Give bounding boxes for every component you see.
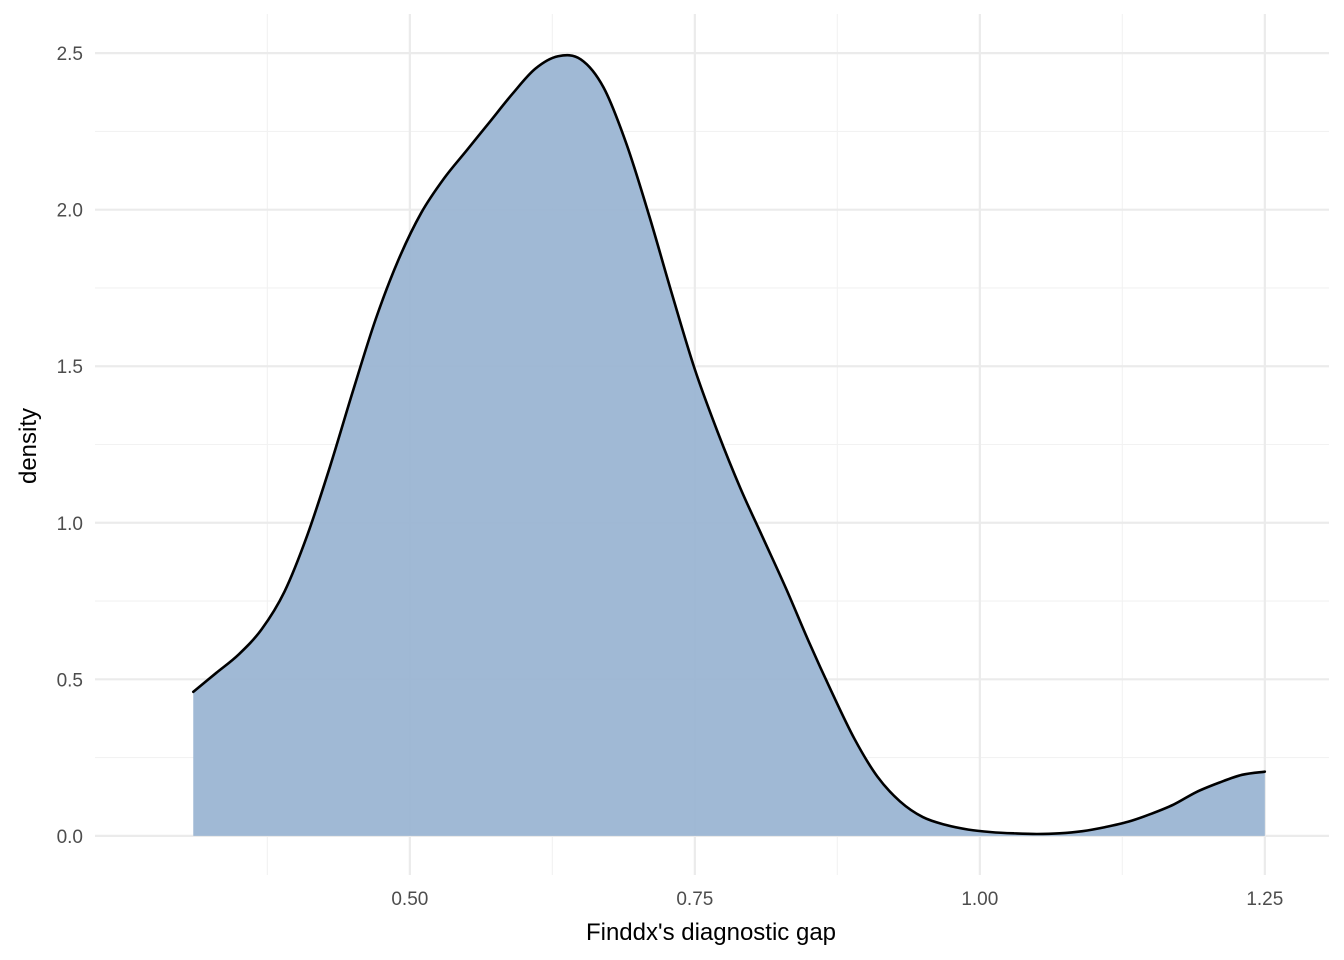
x-tick-label: 0.75: [676, 889, 713, 910]
x-tick-label: 1.00: [961, 889, 998, 910]
y-tick-label: 1.5: [57, 357, 83, 378]
x-tick-label: 1.25: [1246, 889, 1283, 910]
y-tick-label: 0.0: [57, 827, 83, 848]
y-tick-label: 0.5: [57, 670, 83, 691]
density-curve-line: [191, 53, 1267, 836]
x-axis-tick-labels: 0.50 0.75 1.00 1.25: [391, 889, 1283, 910]
x-tick-label: 0.50: [391, 889, 428, 910]
y-tick-label: 2.5: [57, 44, 83, 65]
x-axis-title: Finddx's diagnostic gap: [586, 919, 836, 946]
y-axis-title: density: [15, 408, 42, 484]
y-axis-tick-labels: 0.0 0.5 1.0 1.5 2.0 2.5: [57, 44, 83, 848]
y-tick-label: 2.0: [57, 201, 83, 222]
y-tick-label: 1.0: [57, 514, 83, 535]
density-area-fill: [193, 55, 1265, 836]
density-series: [191, 53, 1267, 836]
